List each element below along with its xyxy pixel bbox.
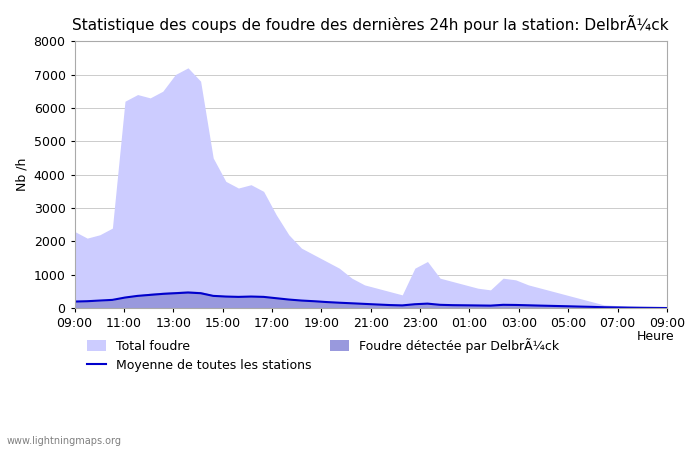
Title: Statistique des coups de foudre des dernières 24h pour la station: DelbrÃ¼ck: Statistique des coups de foudre des dern… — [72, 15, 669, 33]
X-axis label: Heure: Heure — [636, 329, 674, 342]
Legend: Total foudre, Moyenne de toutes les stations, Foudre détectée par DelbrÃ¼ck: Total foudre, Moyenne de toutes les stat… — [83, 333, 564, 377]
Text: www.lightningmaps.org: www.lightningmaps.org — [7, 436, 122, 446]
Y-axis label: Nb /h: Nb /h — [15, 158, 28, 191]
